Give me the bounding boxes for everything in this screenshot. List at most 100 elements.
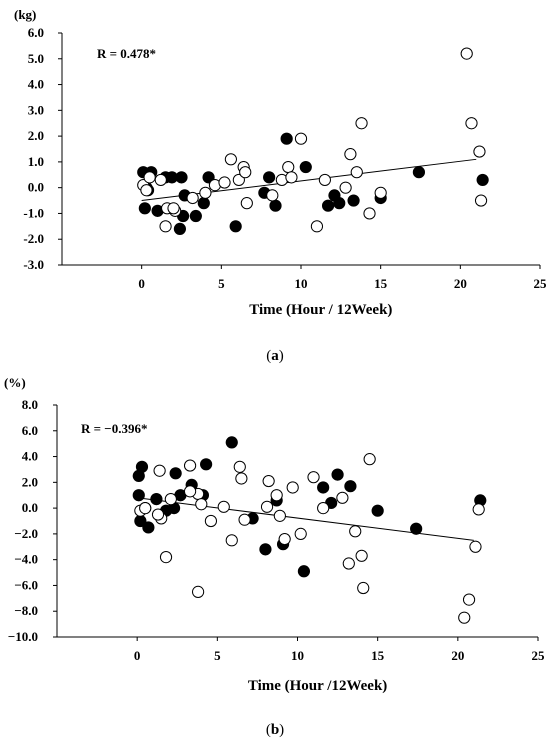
data-point-filled [297, 565, 311, 578]
data-point-open [260, 500, 274, 513]
y-tick-label: −10.0 [8, 629, 38, 644]
data-point-open [204, 514, 218, 528]
data-point-filled [189, 209, 202, 223]
x-axis-title: Time (Hour / 12Week) [249, 302, 392, 318]
data-point-open [266, 189, 279, 202]
data-point-open [153, 464, 166, 477]
data-point-filled [150, 492, 163, 506]
y-tick-label: −2.0 [14, 526, 38, 541]
data-point-filled [333, 197, 346, 210]
data-point-filled [347, 194, 360, 207]
data-point-filled [317, 481, 330, 494]
y-tick-label: 4.0 [28, 77, 44, 92]
data-point-open [270, 489, 283, 502]
data-point-open [199, 186, 212, 199]
data-point-filled [410, 522, 423, 535]
data-point-open [469, 540, 482, 553]
x-tick-label: 10 [291, 648, 304, 663]
data-point-open [294, 132, 308, 145]
data-point-open [183, 459, 197, 472]
panel-label: (a) [266, 348, 284, 364]
data-point-filled [197, 197, 210, 210]
data-point-filled [229, 220, 242, 233]
data-point-open [195, 498, 208, 511]
data-point-open [462, 593, 476, 606]
data-point-open [186, 191, 199, 205]
data-point-open [183, 485, 197, 498]
data-point-open [339, 181, 352, 194]
data-point-open [159, 220, 172, 233]
data-point-open [474, 194, 488, 207]
x-tick-label: 0 [134, 648, 141, 663]
data-point-open [458, 611, 471, 624]
data-point-open [282, 160, 295, 174]
data-point-open [294, 527, 307, 540]
data-point-filled [371, 504, 384, 517]
data-point-filled [135, 460, 149, 473]
data-point-open [273, 509, 286, 522]
data-point-open [357, 581, 370, 595]
y-tick-label: 6.0 [28, 25, 44, 40]
data-point-open [318, 173, 331, 187]
y-unit-label: (%) [4, 375, 26, 390]
x-tick-label: 10 [295, 276, 308, 291]
data-point-open [285, 171, 298, 184]
data-point-filled [321, 199, 335, 212]
data-point-filled [175, 171, 188, 184]
x-axis-title: Time (Hour /12Week) [248, 678, 387, 694]
correlation-annotation: R = 0.478* [97, 46, 156, 61]
y-tick-label: 3.0 [28, 102, 44, 117]
y-tick-label: 8.0 [22, 397, 38, 412]
y-tick-label: 4.0 [22, 449, 38, 464]
data-point-open [191, 585, 205, 598]
data-point-filled [259, 543, 272, 556]
panel-label: (b) [266, 722, 284, 738]
data-point-open [363, 207, 376, 220]
data-point-filled [280, 132, 293, 145]
data-point-open [140, 184, 153, 197]
x-tick-label: 25 [532, 648, 546, 663]
data-point-open [233, 460, 246, 473]
data-point-open [235, 472, 248, 485]
data-point-filled [476, 173, 489, 187]
data-point-open [262, 474, 275, 488]
data-point-open [310, 220, 324, 233]
y-tick-label: 5.0 [28, 51, 44, 66]
data-point-open [278, 532, 291, 546]
x-tick-label: 15 [371, 648, 385, 663]
data-point-open [164, 492, 177, 506]
x-tick-label: 20 [451, 648, 464, 663]
y-tick-label: −6.0 [14, 577, 38, 592]
data-point-open [374, 186, 387, 199]
y-tick-label: −8.0 [14, 603, 38, 618]
x-tick-label: 0 [138, 276, 145, 291]
y-tick-label: 2.0 [22, 474, 38, 489]
data-point-filled [169, 467, 182, 480]
y-tick-label: -3.0 [23, 257, 44, 272]
y-tick-label: -2.0 [23, 231, 44, 246]
y-tick-label: 2.0 [28, 128, 44, 143]
data-point-open [167, 202, 180, 215]
data-point-open [336, 491, 349, 504]
data-point-open [342, 557, 355, 570]
data-point-filled [173, 222, 187, 236]
y-tick-label: 0.0 [22, 500, 38, 515]
x-tick-label: 5 [214, 648, 221, 663]
data-point-open [286, 481, 299, 494]
x-tick-label: 15 [374, 276, 388, 291]
y-tick-label: 6.0 [22, 423, 38, 438]
data-point-open [139, 502, 152, 515]
data-point-open [143, 171, 156, 184]
correlation-annotation: R = −0.396* [81, 421, 147, 436]
x-tick-label: 5 [218, 276, 225, 291]
x-tick-label: 25 [534, 276, 548, 291]
data-point-open [239, 166, 252, 179]
data-point-open [344, 148, 357, 161]
data-point-open [363, 453, 376, 466]
data-point-open [151, 508, 165, 521]
data-point-filled [344, 480, 357, 493]
data-point-filled [138, 202, 151, 215]
data-point-open [225, 534, 238, 547]
y-tick-label: 1.0 [28, 154, 44, 169]
